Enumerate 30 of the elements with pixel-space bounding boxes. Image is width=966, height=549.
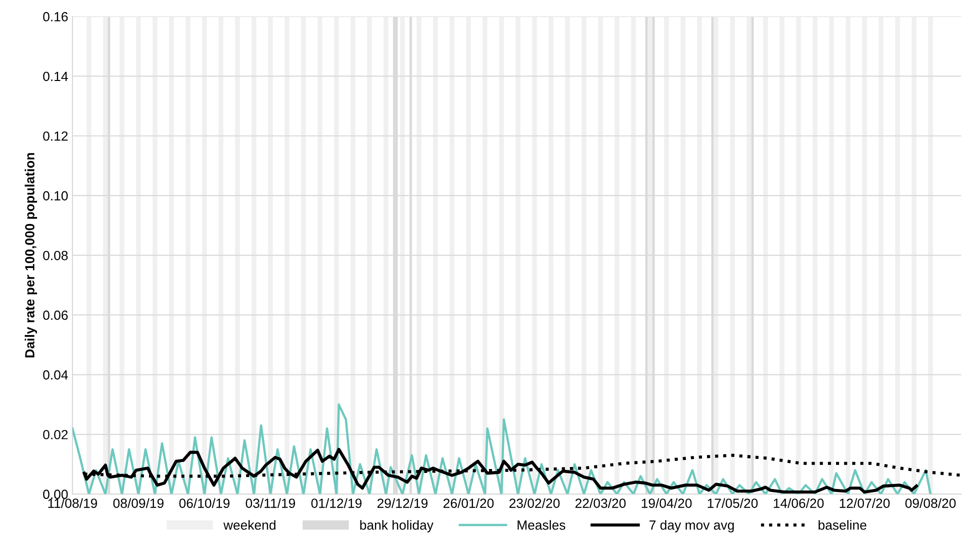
legend-label: baseline (818, 520, 866, 530)
legend-label: bank holiday (360, 520, 434, 532)
x-tick-label: 19/04/20 (642, 498, 692, 508)
y-tick-label: 0.10 (43, 191, 68, 200)
x-tick-label: 09/08/20 (905, 498, 956, 508)
x-tick-label: 03/11/19 (246, 498, 296, 508)
x-tick-label: 17/05/20 (708, 498, 758, 508)
y-tick-label: 0.12 (43, 131, 68, 141)
x-tick-label: 22/03/20 (575, 498, 626, 508)
x-tick-label: 14/06/20 (774, 498, 824, 508)
x-tick-label: 26/01/20 (443, 498, 494, 508)
y-tick-label: 0.08 (43, 250, 68, 260)
legend-label: weekend (223, 520, 276, 530)
line-series (72, 403, 932, 494)
y-tick-label: 0.14 (43, 72, 68, 82)
x-tick-label: 11/08/19 (48, 498, 98, 508)
y-tick-label: 0.16 (43, 12, 68, 22)
y-tick-label: 0.06 (43, 310, 68, 320)
x-tick-label: 23/02/20 (509, 498, 560, 508)
y-tick-label: 0.04 (43, 370, 68, 380)
y-tick-label: 0.00 (43, 490, 68, 500)
legend-label: 7 day mov avg (650, 520, 734, 532)
x-tick-label: 29/12/19 (377, 498, 428, 508)
y-axis-title: Daily rate per 100,000 population (24, 153, 38, 358)
legend-label: Measles (518, 520, 566, 530)
x-tick-label: 01/12/19 (311, 498, 362, 508)
x-tick-label: 08/09/19 (113, 498, 164, 508)
x-tick-label: 12/07/20 (840, 498, 890, 508)
y-tick-label: 0.02 (43, 430, 68, 440)
x-tick-label: 06/10/19 (179, 498, 230, 508)
